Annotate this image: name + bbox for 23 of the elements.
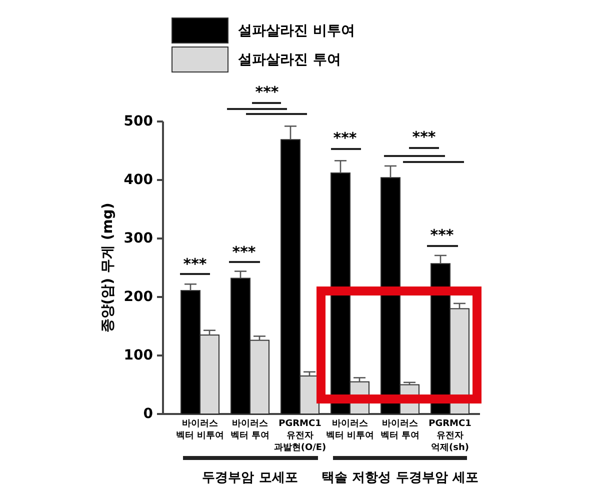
x-tick-label: 바이러스 벡터 비투여 xyxy=(176,419,224,441)
annotation: *** xyxy=(232,243,256,261)
legend-label: 설파살라진 투여 xyxy=(238,52,341,68)
legend-label: 설파살라진 비투여 xyxy=(238,23,355,39)
y-tick-label: 200 xyxy=(124,289,154,305)
y-axis-title: 종양(암) 무게 (mg) xyxy=(100,202,116,333)
text: *** xyxy=(255,83,279,101)
text: 택솔 저항성 두경부암 세포 xyxy=(322,470,478,486)
x-tick-label: 바이러스 벡터 비투여 xyxy=(326,419,374,441)
annotation: *** xyxy=(183,255,207,273)
x-tick-label: 바이러스 벡터 투여 xyxy=(230,419,270,441)
y-tick-label: 100 xyxy=(124,348,154,364)
y-tick-label: 400 xyxy=(124,172,154,188)
text: 두경부암 모세포 xyxy=(202,470,298,486)
x-tick-label: PGRMC1 유전자 억제(sh) xyxy=(428,419,472,453)
y-tick-label: 500 xyxy=(124,114,154,130)
x-tick-label: PGRMC1 유전자 과발현(O/E) xyxy=(274,419,326,453)
annotation: *** xyxy=(412,128,436,146)
annotation: *** xyxy=(333,129,357,147)
x-tick-label: 바이러스 벡터 투여 xyxy=(380,419,420,441)
y-tick-label: 300 xyxy=(124,230,154,246)
y-tick-label: 0 xyxy=(143,406,154,422)
annotation: *** xyxy=(430,226,454,244)
